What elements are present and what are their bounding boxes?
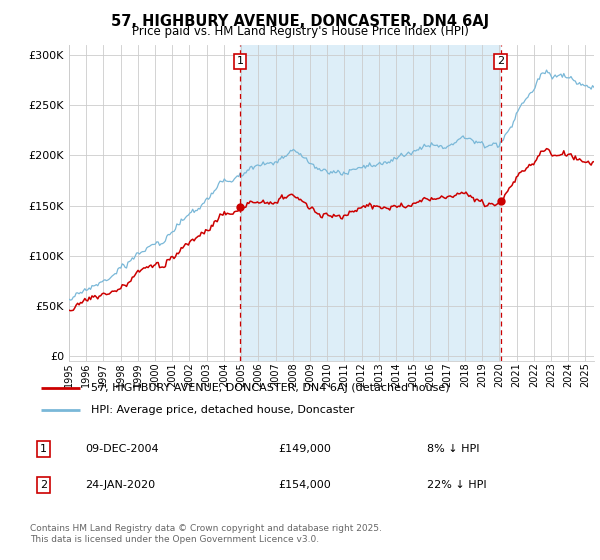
Text: Price paid vs. HM Land Registry's House Price Index (HPI): Price paid vs. HM Land Registry's House … [131,25,469,38]
Text: 57, HIGHBURY AVENUE, DONCASTER, DN4 6AJ: 57, HIGHBURY AVENUE, DONCASTER, DN4 6AJ [111,14,489,29]
Text: 8% ↓ HPI: 8% ↓ HPI [427,444,480,454]
Text: 2: 2 [40,480,47,490]
Bar [240,45,500,361]
Text: £154,000: £154,000 [278,480,331,490]
Text: 1: 1 [236,57,244,66]
Text: £149,000: £149,000 [278,444,331,454]
Text: 2: 2 [497,57,504,66]
Text: HPI: Average price, detached house, Doncaster: HPI: Average price, detached house, Donc… [91,405,354,415]
Text: Contains HM Land Registry data © Crown copyright and database right 2025.
This d: Contains HM Land Registry data © Crown c… [30,524,382,544]
Text: 22% ↓ HPI: 22% ↓ HPI [427,480,487,490]
Text: 09-DEC-2004: 09-DEC-2004 [85,444,159,454]
Text: 24-JAN-2020: 24-JAN-2020 [85,480,155,490]
Text: 57, HIGHBURY AVENUE, DONCASTER, DN4 6AJ (detached house): 57, HIGHBURY AVENUE, DONCASTER, DN4 6AJ … [91,383,449,393]
Text: 1: 1 [40,444,47,454]
